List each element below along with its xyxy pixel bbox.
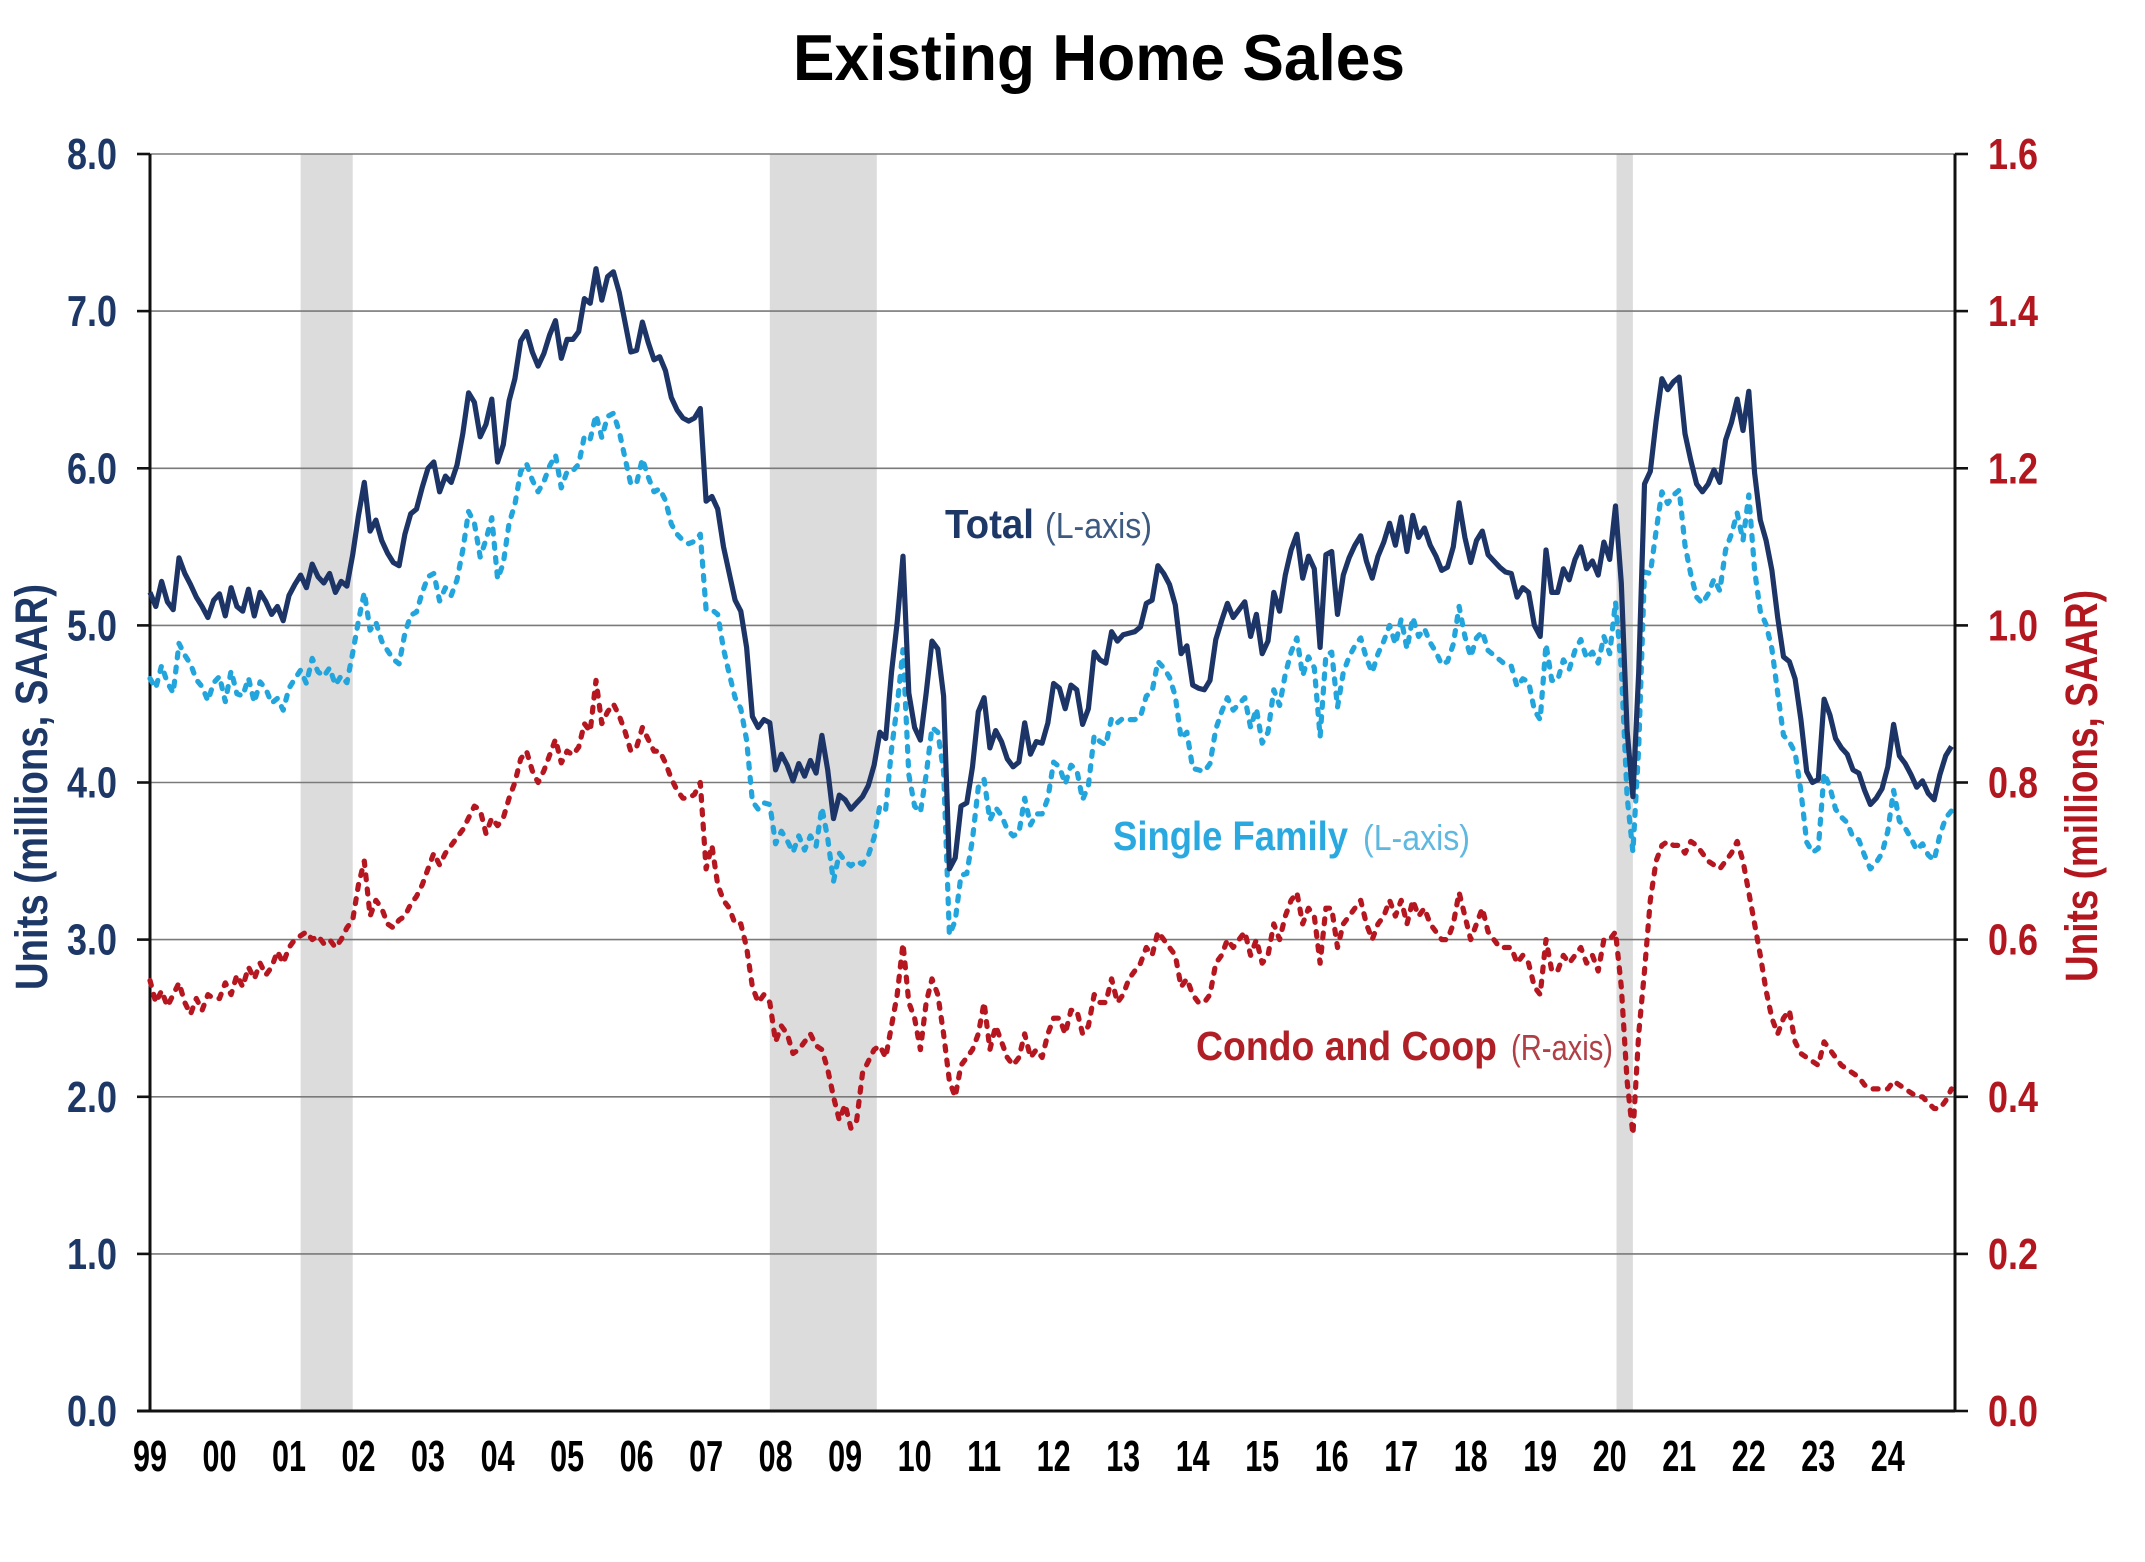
- svg-text:5.0: 5.0: [67, 601, 117, 650]
- svg-text:Single Family: Single Family: [1113, 813, 1348, 859]
- svg-text:1.0: 1.0: [67, 1230, 117, 1279]
- svg-text:1.6: 1.6: [1988, 130, 2038, 179]
- svg-text:(L-axis): (L-axis): [1045, 505, 1152, 546]
- svg-text:17: 17: [1384, 1432, 1418, 1481]
- svg-text:23: 23: [1801, 1432, 1835, 1481]
- svg-text:15: 15: [1245, 1432, 1279, 1481]
- svg-text:20: 20: [1593, 1432, 1627, 1481]
- svg-text:3.0: 3.0: [67, 916, 117, 965]
- svg-text:08: 08: [759, 1432, 793, 1481]
- svg-text:0.6: 0.6: [1988, 916, 2038, 965]
- svg-text:Existing Home Sales: Existing Home Sales: [793, 21, 1405, 94]
- svg-text:13: 13: [1106, 1432, 1140, 1481]
- svg-text:Total: Total: [945, 501, 1034, 547]
- svg-text:0.0: 0.0: [67, 1387, 117, 1436]
- svg-text:18: 18: [1454, 1432, 1488, 1481]
- svg-text:06: 06: [620, 1432, 654, 1481]
- svg-text:24: 24: [1871, 1432, 1905, 1481]
- svg-text:11: 11: [967, 1432, 1001, 1481]
- svg-text:07: 07: [689, 1432, 723, 1481]
- svg-text:01: 01: [272, 1432, 306, 1481]
- svg-text:6.0: 6.0: [67, 444, 117, 493]
- svg-text:8.0: 8.0: [67, 130, 117, 179]
- svg-text:(R-axis): (R-axis): [1511, 1027, 1613, 1068]
- svg-text:22: 22: [1732, 1432, 1766, 1481]
- svg-text:16: 16: [1315, 1432, 1349, 1481]
- svg-text:19: 19: [1523, 1432, 1557, 1481]
- svg-text:12: 12: [1037, 1432, 1071, 1481]
- svg-text:0.8: 0.8: [1988, 759, 2038, 808]
- svg-text:0.4: 0.4: [1988, 1073, 2038, 1122]
- svg-text:10: 10: [898, 1432, 932, 1481]
- svg-text:09: 09: [828, 1432, 862, 1481]
- svg-text:14: 14: [1176, 1432, 1210, 1481]
- svg-text:1.4: 1.4: [1988, 287, 2038, 336]
- svg-text:21: 21: [1662, 1432, 1696, 1481]
- svg-text:0.0: 0.0: [1988, 1387, 2038, 1436]
- svg-text:1.2: 1.2: [1988, 444, 2038, 493]
- svg-text:7.0: 7.0: [67, 287, 117, 336]
- svg-text:4.0: 4.0: [67, 759, 117, 808]
- svg-text:00: 00: [203, 1432, 237, 1481]
- svg-text:02: 02: [342, 1432, 376, 1481]
- svg-text:(L-axis): (L-axis): [1363, 817, 1470, 858]
- svg-text:0.2: 0.2: [1988, 1230, 2038, 1279]
- svg-text:1.0: 1.0: [1988, 601, 2038, 650]
- svg-text:03: 03: [411, 1432, 445, 1481]
- svg-text:2.0: 2.0: [67, 1073, 117, 1122]
- svg-text:05: 05: [550, 1432, 584, 1481]
- svg-text:99: 99: [133, 1432, 167, 1481]
- svg-text:Units (millions, SAAR): Units (millions, SAAR): [2056, 590, 2107, 982]
- svg-text:Units (millions, SAAR): Units (millions, SAAR): [6, 584, 57, 990]
- svg-text:04: 04: [481, 1432, 515, 1481]
- svg-text:Condo and Coop: Condo and Coop: [1196, 1023, 1497, 1069]
